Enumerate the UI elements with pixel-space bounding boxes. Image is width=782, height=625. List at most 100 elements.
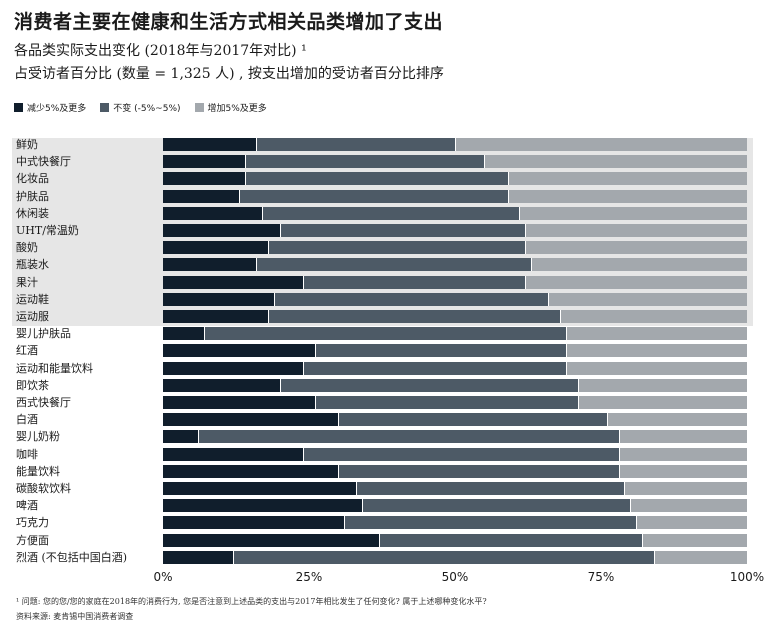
stacked-bar [163, 361, 747, 375]
bar-segment-decrease [163, 499, 362, 513]
bar-segment-same [256, 138, 455, 151]
bar-segment-same [338, 464, 619, 478]
legend-swatch-increase [194, 103, 204, 112]
x-tick-0: 0% [153, 570, 173, 584]
bar-segment-increase [618, 430, 747, 444]
bar-segment-increase [565, 361, 747, 375]
bar-segment-same [268, 310, 561, 323]
category-label: 婴儿护肤品 [16, 327, 71, 341]
bar-segment-increase [577, 378, 747, 392]
legend: 减少5%及更多 不变 (-5%~5%) 增加5%及更多 [14, 101, 267, 114]
bar-segment-decrease [163, 258, 257, 272]
stacked-bar [163, 378, 747, 392]
bar-segment-increase [565, 327, 747, 341]
category-label: UHT/常温奶 [16, 224, 79, 237]
page-title: 消费者主要在健康和生活方式相关品类增加了支出 [14, 11, 444, 33]
bar-row: 红酒 [0, 343, 782, 360]
bar-segment-decrease [163, 430, 199, 444]
bar-segment-same [244, 172, 508, 186]
category-label: 鲜奶 [16, 138, 38, 151]
bar-segment-increase [507, 189, 747, 203]
bar-row: 酸奶 [0, 240, 782, 257]
category-label: 即饮茶 [16, 378, 49, 392]
legend-swatch-same [100, 103, 110, 112]
stacked-bar [163, 327, 747, 341]
bar-segment-same [198, 430, 619, 444]
stacked-bar [163, 292, 747, 306]
bar-segment-increase [525, 275, 747, 289]
bar-segment-decrease [163, 275, 304, 289]
chart-description: 占受访者百分比 (数量 = 1,325 人) , 按支出增加的受访者百分比排序 [14, 66, 444, 82]
bar-row: 方便面 [0, 533, 782, 550]
stacked-bar [163, 258, 747, 272]
bar-segment-decrease [163, 344, 315, 358]
legend-swatch-decrease [14, 103, 23, 112]
bar-row: 白酒 [0, 412, 782, 429]
bar-segment-same [233, 550, 654, 564]
category-label: 咖啡 [16, 447, 38, 461]
bar-segment-decrease [163, 172, 245, 186]
category-label: 休闲装 [16, 206, 49, 220]
legend-item-same: 不变 (-5%~5%) [100, 101, 181, 114]
bar-segment-same [338, 413, 607, 427]
bar-segment-increase [519, 206, 747, 220]
bar-segment-increase [618, 447, 747, 461]
bar-row: 运动服 [0, 309, 782, 326]
bar-row: 中式快餐厅 [0, 154, 782, 171]
category-label: 护肤品 [16, 189, 49, 203]
bar-segment-same [273, 292, 549, 306]
chart-subtitle: 各品类实际支出变化 (2018年与2017年对比) ¹ [14, 43, 307, 59]
stacked-bar [163, 155, 747, 169]
stacked-bar [163, 482, 747, 495]
bar-row: 西式快餐厅 [0, 395, 782, 412]
stacked-bar [163, 533, 747, 547]
bar-row: 烈酒 (不包括中国白酒) [0, 550, 782, 567]
stacked-bar [163, 464, 747, 478]
bar-segment-same [355, 482, 625, 495]
bar-segment-increase [577, 396, 747, 409]
bar-segment-decrease [163, 327, 204, 341]
stacked-bar [163, 275, 747, 289]
bar-segment-decrease [163, 224, 280, 237]
bar-segment-same [203, 327, 566, 341]
category-label: 运动服 [16, 310, 49, 323]
bar-segment-same [303, 361, 566, 375]
bar-segment-decrease [163, 464, 339, 478]
bar-segment-increase [525, 224, 747, 237]
category-label: 果汁 [16, 275, 38, 289]
bar-segment-same [279, 224, 526, 237]
bar-segment-same [244, 155, 485, 169]
stacked-bar [163, 224, 747, 237]
stacked-bar [163, 550, 747, 564]
stacked-bar [163, 413, 747, 427]
category-label: 烈酒 (不包括中国白酒) [16, 550, 128, 564]
bar-segment-decrease [163, 482, 356, 495]
bar-segment-decrease [163, 378, 280, 392]
stacked-bar [163, 516, 747, 530]
bar-segment-decrease [163, 447, 304, 461]
bar-row: 鲜奶 [0, 137, 782, 154]
stacked-bar [163, 430, 747, 444]
bar-row: 休闲装 [0, 206, 782, 223]
stacked-bar [163, 447, 747, 461]
bar-segment-decrease [163, 413, 339, 427]
bar-segment-decrease [163, 292, 274, 306]
category-label: 啤酒 [16, 499, 38, 513]
legend-label-increase: 增加5%及更多 [207, 104, 267, 114]
bar-segment-increase [525, 241, 747, 255]
bar-row: 运动鞋 [0, 292, 782, 309]
x-tick-50: 50% [441, 570, 469, 584]
bar-row: 运动和能量饮料 [0, 361, 782, 378]
category-label: 瓶装水 [16, 258, 49, 272]
bar-segment-decrease [163, 550, 234, 564]
footnote: ¹ 问题: 您的您/您的家庭在2018年的消费行为, 您是否注意到上述品类的支出… [16, 597, 487, 606]
category-label: 婴儿奶粉 [16, 430, 60, 444]
bar-segment-same [344, 516, 637, 530]
bar-segment-increase [636, 516, 747, 530]
bar-segment-decrease [163, 206, 263, 220]
x-tick-25: 25% [295, 570, 323, 584]
legend-item-increase: 增加5%及更多 [194, 101, 267, 114]
bar-row: 护肤品 [0, 189, 782, 206]
x-axis: 0% 25% 50% 75% 100% [0, 570, 782, 590]
stacked-bar [163, 206, 747, 220]
